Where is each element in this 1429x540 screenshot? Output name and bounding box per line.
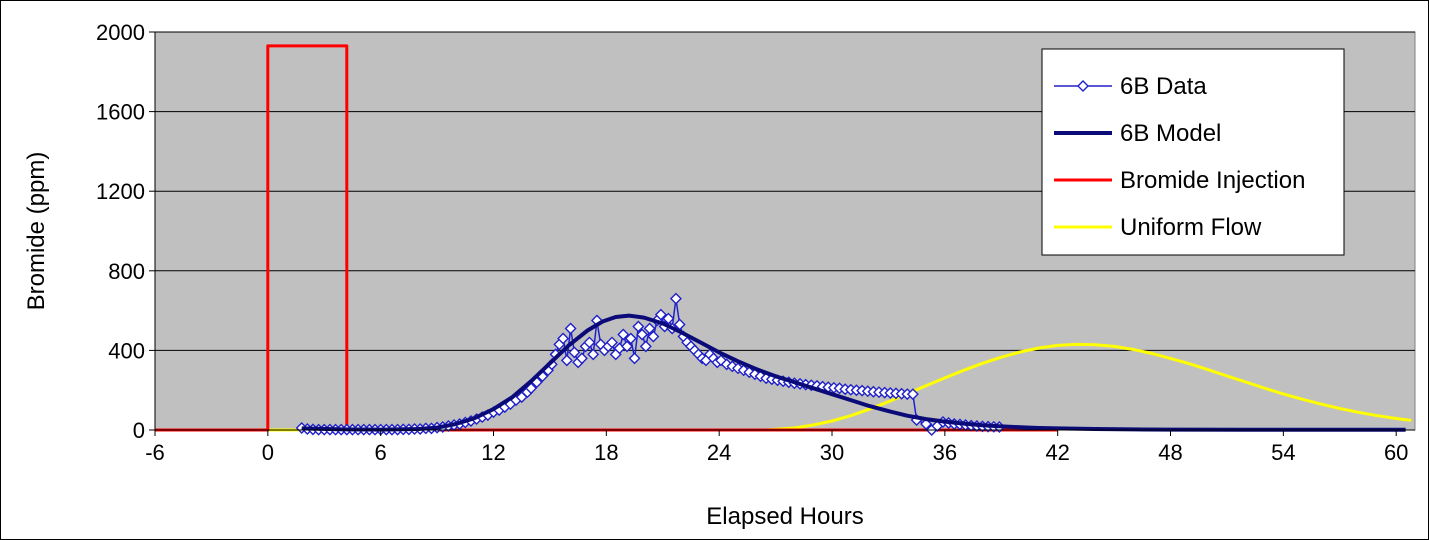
legend-marker	[1077, 80, 1089, 92]
legend-item-bromide-injection: Bromide Injection	[1054, 167, 1305, 194]
x-tick-label: 36	[933, 440, 957, 465]
y-tick-label: 1200	[96, 179, 145, 204]
legend-item-6b-model: 6B Model	[1054, 120, 1221, 147]
data-point	[605, 336, 618, 349]
data-point	[647, 330, 660, 343]
legend-label: Uniform Flow	[1120, 214, 1262, 241]
legend-item-uniform-flow: Uniform Flow	[1054, 214, 1262, 241]
legend-box	[1041, 48, 1345, 256]
data-point	[557, 332, 570, 345]
series-line-6b-model	[301, 313, 1406, 432]
y-tick-label: 400	[108, 338, 145, 363]
legend-label: 6B Model	[1120, 120, 1221, 147]
data-point	[906, 388, 919, 401]
data-point	[715, 354, 728, 367]
x-tick-label: -6	[145, 440, 165, 465]
data-point	[621, 340, 634, 353]
series-line-uniform-flow	[267, 342, 1412, 432]
x-tick-label: 30	[820, 440, 844, 465]
legend: 6B Data 6B Model Bromide Injection Uniform …	[1041, 48, 1345, 256]
x-tick-label: 0	[262, 440, 274, 465]
legend-item-6b-data: 6B Data	[1054, 73, 1207, 100]
y-tick-label: 800	[108, 259, 145, 284]
data-point	[617, 328, 630, 341]
x-tick-label: 60	[1384, 440, 1408, 465]
y-tick-label: 2000	[96, 20, 145, 45]
data-point	[568, 346, 581, 359]
x-tick-label: 6	[375, 440, 387, 465]
data-point	[639, 340, 652, 353]
data-point	[920, 418, 933, 431]
x-tick-label: 12	[481, 440, 505, 465]
data-point	[575, 352, 588, 365]
y-axis-title: Bromide (ppm)	[23, 152, 50, 311]
x-tick-label: 42	[1045, 440, 1069, 465]
y-tick-label: 0	[133, 418, 145, 443]
x-tick-label: 48	[1158, 440, 1182, 465]
x-tick-label: 54	[1271, 440, 1295, 465]
data-point	[662, 312, 675, 325]
data-point	[632, 320, 645, 333]
series-uniform-flow	[267, 342, 1412, 432]
data-point	[587, 348, 600, 361]
legend-label: 6B Data	[1120, 73, 1207, 100]
data-point	[564, 322, 577, 335]
data-point	[636, 328, 649, 341]
x-axis-title: Elapsed Hours	[706, 503, 863, 530]
y-tick-label: 1600	[96, 100, 145, 125]
legend-label: Bromide Injection	[1120, 167, 1305, 194]
data-point	[654, 308, 667, 321]
data-point	[628, 352, 641, 365]
data-point	[583, 336, 596, 349]
data-point	[669, 292, 682, 305]
series-6b-model	[301, 313, 1406, 432]
x-tick-label: 18	[594, 440, 618, 465]
data-point	[643, 322, 656, 335]
data-point	[560, 354, 573, 367]
x-tick-label: 24	[707, 440, 731, 465]
data-point	[624, 332, 637, 345]
